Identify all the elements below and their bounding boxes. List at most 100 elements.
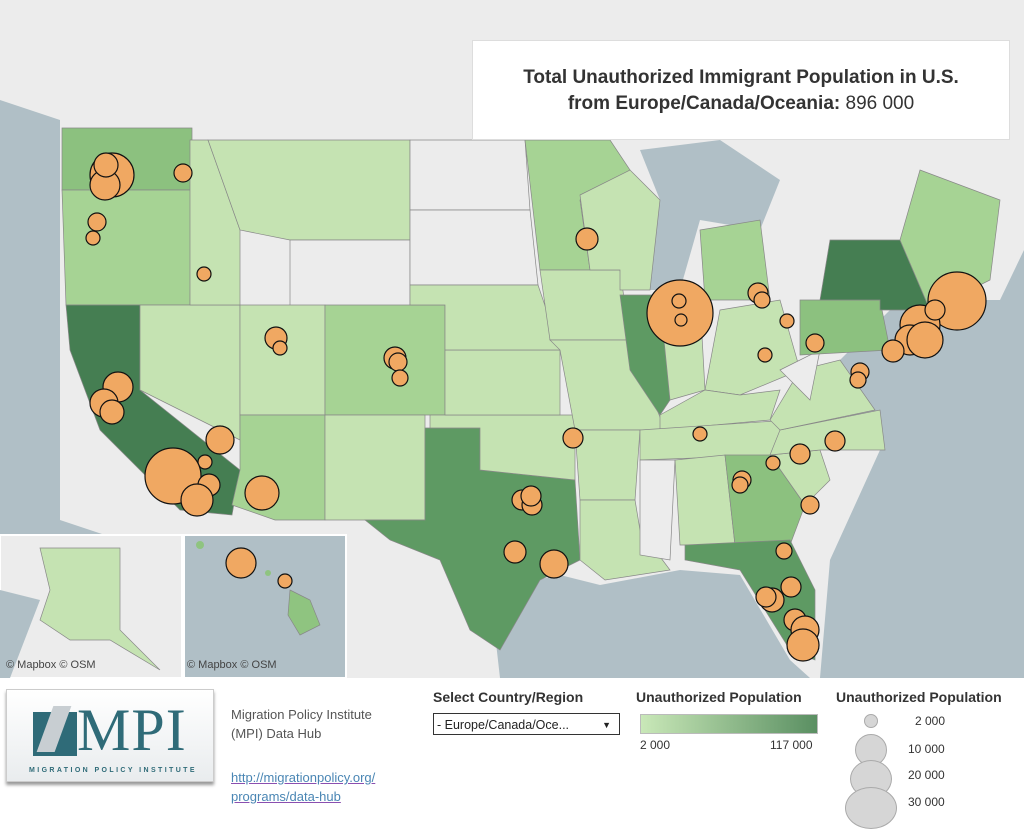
metro-bubble[interactable] (674, 313, 688, 327)
metro-bubble[interactable] (93, 152, 119, 178)
select-value: - Europe/Canada/Oce... (437, 718, 570, 732)
state-iowa[interactable] (539, 269, 631, 341)
state-arkansas[interactable] (574, 429, 641, 501)
state-wisconsin[interactable] (579, 169, 661, 291)
link-line1[interactable]: http://migrationpolicy.org/ (231, 770, 376, 785)
metro-bubble[interactable] (789, 443, 811, 465)
state-alabama[interactable] (674, 454, 736, 546)
metro-bubble[interactable] (924, 299, 946, 321)
color-legend-gradient (640, 714, 818, 734)
org-name: Migration Policy Institute (MPI) Data Hu… (231, 705, 372, 743)
title-box: Total Unauthorized Immigrant Population … (472, 40, 1010, 140)
state-utah[interactable] (239, 304, 326, 416)
filter-label: Select Country/Region (433, 689, 584, 705)
gulf-of-mexico (490, 570, 810, 678)
dropdown-arrow-icon: ▼ (602, 720, 611, 730)
logo-text: MPI (77, 697, 187, 763)
logo-subtext: MIGRATION POLICY INSTITUTE (29, 767, 197, 774)
data-hub-link[interactable]: http://migrationpolicy.org/ programs/dat… (231, 768, 375, 806)
hawaii-credit[interactable]: © Mapbox © OSM (187, 659, 277, 671)
color-legend-max: 117 000 (770, 738, 813, 752)
link-line2[interactable]: programs/data-hub (231, 789, 341, 804)
alaska-credit[interactable]: © Mapbox © OSM (6, 659, 96, 671)
metro-bubble[interactable] (779, 313, 795, 329)
state-north-dakota[interactable] (409, 139, 531, 211)
metro-bubble[interactable] (205, 425, 235, 455)
size-legend-title: Unauthorized Population (836, 689, 1002, 705)
pacific-ocean (0, 100, 120, 540)
state-louisiana[interactable] (579, 499, 671, 581)
metro-bubble[interactable] (757, 347, 773, 363)
metro-bubble[interactable] (786, 628, 820, 662)
size-legend-label: 30 000 (908, 795, 945, 809)
metro-bubble[interactable] (753, 291, 771, 309)
metro-bubble[interactable] (805, 333, 825, 353)
state-arizona[interactable] (231, 414, 326, 521)
size-legend-label: 20 000 (908, 768, 945, 782)
metro-bubble[interactable] (731, 476, 749, 494)
metro-bubble[interactable] (225, 547, 257, 579)
title-line-1: Total Unauthorized Immigrant Population … (523, 67, 959, 88)
metro-bubble[interactable] (671, 293, 687, 309)
metro-bubble[interactable] (646, 279, 714, 347)
metro-bubble[interactable] (503, 540, 527, 564)
metro-bubble[interactable] (562, 427, 584, 449)
state-south-dakota[interactable] (409, 209, 539, 286)
state-mississippi[interactable] (639, 459, 676, 561)
metro-bubble[interactable] (520, 485, 542, 507)
state-west-virginia[interactable] (779, 349, 821, 401)
size-legend-circle (845, 787, 897, 829)
metro-bubble[interactable] (388, 352, 408, 372)
metro-bubble[interactable] (87, 212, 107, 232)
state-nebraska[interactable] (409, 284, 561, 351)
metro-bubble[interactable] (765, 455, 781, 471)
metro-bubble[interactable] (277, 573, 293, 589)
state-kansas[interactable] (444, 349, 561, 416)
title-total: 896 000 (845, 93, 915, 114)
state-wyoming[interactable] (289, 239, 411, 311)
color-legend-title: Unauthorized Population (636, 689, 802, 705)
state-idaho[interactable] (189, 139, 241, 306)
state-montana[interactable] (207, 139, 411, 241)
state-oregon[interactable] (61, 189, 193, 306)
metro-bubble[interactable] (906, 321, 944, 359)
country-region-select[interactable]: - Europe/Canada/Oce... ▼ (433, 713, 620, 735)
metro-bubble[interactable] (391, 369, 409, 387)
metro-bubble[interactable] (800, 495, 820, 515)
metro-bubble[interactable] (244, 475, 280, 511)
hawaii-island (265, 570, 271, 576)
state-hawaii[interactable] (287, 589, 321, 636)
size-legend-label: 10 000 (908, 742, 945, 756)
bubbles-layer (85, 152, 987, 662)
state-alaska[interactable] (39, 547, 161, 671)
org-name-line1: Migration Policy Institute (231, 707, 372, 722)
metro-bubble[interactable] (196, 266, 212, 282)
metro-bubble[interactable] (692, 426, 708, 442)
great-lakes (640, 140, 780, 290)
atlantic-ocean (820, 250, 1024, 678)
metro-bubble[interactable] (272, 340, 288, 356)
metro-bubble[interactable] (824, 430, 846, 452)
metro-bubble[interactable] (575, 227, 599, 251)
metro-bubble[interactable] (849, 371, 867, 389)
title-region: from Europe/Canada/Oceania: (567, 93, 841, 114)
metro-bubble[interactable] (539, 549, 569, 579)
state-new-mexico[interactable] (324, 414, 426, 521)
metro-bubble[interactable] (197, 454, 213, 470)
metro-bubble[interactable] (173, 163, 193, 183)
mpi-logo[interactable]: MPI MIGRATION POLICY INSTITUTE (6, 689, 214, 782)
metro-bubble[interactable] (775, 542, 793, 560)
metro-bubble[interactable] (85, 230, 101, 246)
hawaii-inset (183, 534, 347, 678)
size-legend-circle (864, 714, 878, 728)
hawaii-island (196, 541, 204, 549)
alaska-sea (0, 590, 40, 678)
metro-bubble[interactable] (99, 399, 125, 425)
metro-bubble[interactable] (780, 576, 802, 598)
insets (0, 534, 347, 678)
org-name-line2: (MPI) Data Hub (231, 726, 322, 741)
title-line-2: from Europe/Canada/Oceania: 896 000 (473, 91, 1009, 117)
metro-bubble[interactable] (180, 483, 214, 517)
metro-bubble[interactable] (881, 339, 905, 363)
metro-bubble[interactable] (755, 586, 777, 608)
